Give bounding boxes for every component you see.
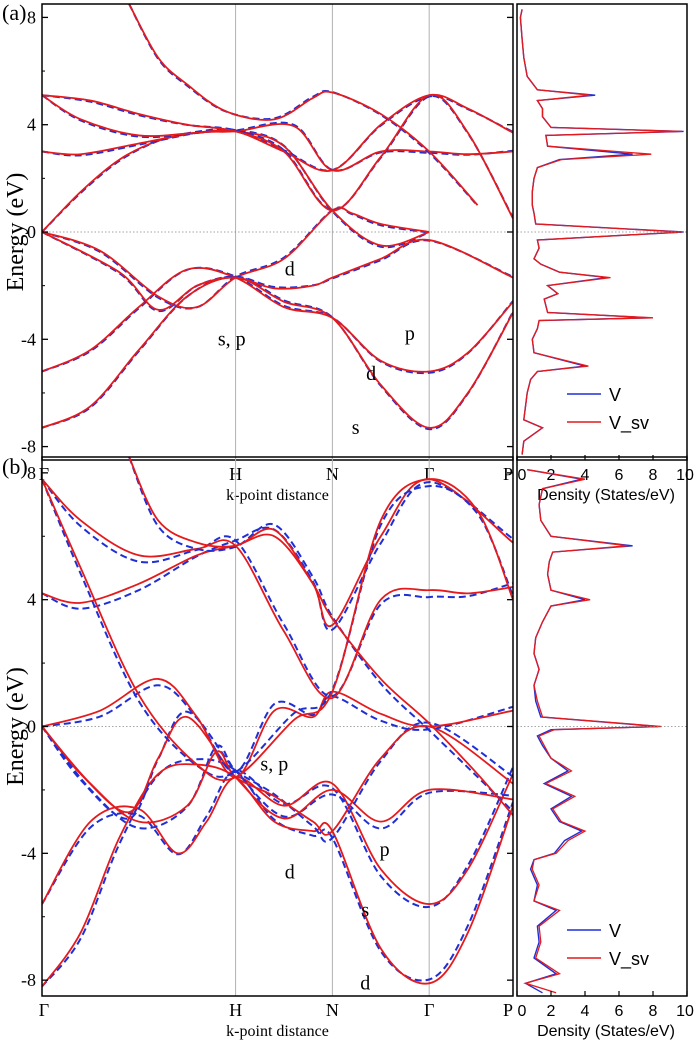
kpoint-label: H [229, 1000, 242, 1020]
dos-xtick-label: 6 [615, 467, 624, 484]
kpoint-label: N [326, 1000, 339, 1020]
band-annotation: s [361, 899, 369, 921]
kpoint-label: Γ [424, 1000, 434, 1020]
x-axis-label: k-point distance [226, 1023, 329, 1040]
dos-xtick-label: 10 [676, 467, 694, 484]
band-annotation: s, p [260, 754, 288, 776]
band-V-7 [42, 478, 513, 778]
dos-curves [523, 469, 662, 994]
dos-xtick-label: 0 [518, 467, 527, 484]
band-Vsv-8 [128, 4, 479, 206]
dos-Vsv [523, 469, 662, 994]
legend-label: V_sv [609, 413, 649, 434]
kpoint-label: P [503, 464, 513, 484]
legend-label: V [609, 385, 621, 405]
dos-xtick-label: 2 [547, 1003, 556, 1020]
panel-label: (b) [2, 454, 28, 479]
dos-frame [516, 3, 688, 461]
band-Vsv-5 [42, 123, 513, 172]
band-V-1 [42, 766, 513, 908]
band-V-4 [42, 684, 513, 773]
band-annotation: d [366, 363, 376, 385]
ytick-label: 0 [27, 222, 36, 242]
band-V-0 [42, 758, 513, 988]
band-V-5 [42, 481, 513, 632]
band-Vsv-2 [42, 206, 430, 309]
bands [42, 457, 513, 988]
y-axis-label: Energy (eV) [3, 173, 29, 292]
bands [42, 4, 513, 431]
band-V-5 [42, 121, 513, 172]
dos-xtick-label: 6 [615, 1003, 624, 1020]
band-Vsv-4 [42, 678, 513, 779]
band-Vsv-6 [42, 478, 513, 699]
kpoint-label: Γ [39, 1000, 49, 1020]
ytick-label: -4 [21, 329, 36, 349]
band-V-3 [42, 721, 513, 843]
dos-xtick-label: 4 [581, 467, 590, 484]
band-Vsv-8 [128, 457, 513, 816]
dos-curves [519, 9, 684, 455]
legend-label: V_sv [609, 949, 649, 970]
ytick-label: 4 [27, 590, 36, 610]
band-V-8 [128, 457, 513, 813]
ytick-label: 8 [27, 463, 36, 483]
ytick-label: 4 [27, 115, 36, 135]
y-axis-label: Energy (eV) [3, 667, 29, 786]
dos-x-axis-label: Density (States/eV) [537, 487, 675, 504]
dos-Vsv [519, 9, 682, 455]
ytick-label: -8 [21, 970, 36, 990]
dos-xtick-label: 8 [649, 467, 658, 484]
band-annotation: d [285, 861, 295, 883]
ytick-label: 8 [27, 7, 36, 27]
band-annotation: s, p [218, 328, 246, 350]
legend-label: V [609, 921, 621, 941]
band-Vsv-4 [42, 231, 513, 311]
band-V-7 [42, 94, 513, 219]
band-Vsv-1 [42, 773, 513, 905]
kpoint-label: P [503, 1000, 513, 1020]
band-V-2 [42, 206, 430, 310]
dos-frame [516, 456, 688, 997]
band-annotation: s [352, 417, 360, 439]
x-axis-label: k-point distance [226, 487, 329, 504]
kpoint-label: Γ [39, 464, 49, 484]
band-V-0 [42, 275, 513, 431]
panel-label: (a) [2, 0, 26, 25]
band-annotation: p [380, 839, 390, 861]
ytick-label: 0 [27, 717, 36, 737]
band-V-6 [42, 478, 513, 698]
band-V-8 [128, 4, 479, 207]
band-Vsv-0 [42, 763, 513, 988]
dos-xtick-label: 8 [649, 1003, 658, 1020]
dos-xtick-label: 10 [676, 1003, 694, 1020]
band-Vsv-0 [42, 276, 513, 429]
ytick-label: -8 [21, 437, 36, 457]
dos-xtick-label: 0 [518, 1003, 527, 1020]
dos-xtick-label: 4 [581, 1003, 590, 1020]
band-V-1 [42, 266, 513, 375]
band-Vsv-7 [42, 478, 513, 782]
band-annotation: d [360, 972, 370, 994]
ytick-label: -4 [21, 843, 36, 863]
panel-b: (b) -8 -4 0 4 8 Energy (eV) Γ H N Γ Pk-point distan… [2, 454, 694, 1040]
band-annotation: p [405, 323, 415, 345]
dos-x-axis-label: Density (States/eV) [537, 1023, 675, 1040]
band-annotation: d [285, 259, 295, 281]
band-Vsv-7 [42, 93, 513, 220]
band-Vsv-3 [42, 725, 513, 836]
band-Vsv-1 [42, 266, 513, 373]
dos-xtick-label: 2 [547, 467, 556, 484]
